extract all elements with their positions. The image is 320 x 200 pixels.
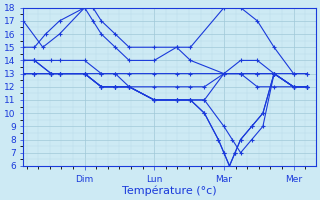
X-axis label: Température (°c): Température (°c) bbox=[122, 185, 217, 196]
